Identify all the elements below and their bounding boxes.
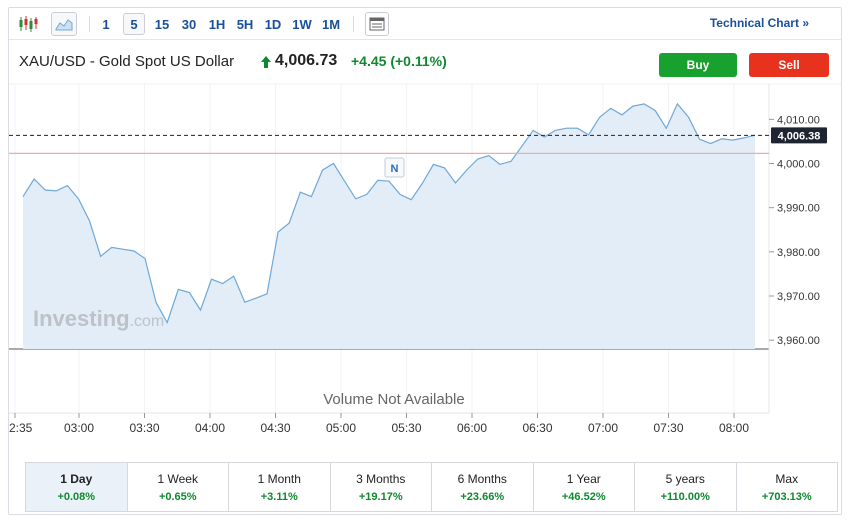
period-change: +703.13% — [761, 490, 812, 503]
chart-toolbar: 1 5 15 30 1H 5H 1D 1W 1M Technical Chart… — [9, 8, 841, 40]
x-tick-label: 05:00 — [326, 421, 356, 435]
x-tick-label: 06:30 — [522, 421, 552, 435]
period-change: +0.08% — [57, 490, 96, 503]
price-chart: 4,010.00 4,000.00 3,990.00 3,980.00 3,970.00… — [9, 83, 841, 435]
period-label: 5 years — [665, 471, 705, 486]
x-tick-label: 03:30 — [129, 421, 159, 435]
x-tick-label: 06:00 — [457, 421, 487, 435]
sell-button[interactable]: Sell — [749, 53, 829, 77]
x-axis: 2:35 03:00 03:30 04:00 04:30 05:00 05:30 06:00 0… — [9, 413, 749, 435]
x-tick-label: 04:00 — [195, 421, 225, 435]
last-price-tag: 4,006.38 — [771, 127, 827, 144]
x-tick-label: 08:00 — [719, 421, 749, 435]
toolbar-divider — [353, 16, 354, 32]
y-tick-label: 4,010.00 — [777, 114, 820, 126]
period-label: 1 Week — [157, 471, 198, 486]
x-tick-label: 04:30 — [260, 421, 290, 435]
toolbar-divider — [89, 16, 90, 32]
y-axis: 4,010.00 4,000.00 3,990.00 3,980.00 3,970.00… — [769, 114, 820, 347]
instrument-header: XAU/USD - Gold Spot US Dollar 4,006.73 +… — [9, 41, 841, 83]
y-tick-label: 3,980.00 — [777, 247, 820, 259]
period-change: +19.17% — [358, 490, 403, 503]
period-label: 1 Day — [60, 471, 93, 486]
volume-not-available: Volume Not Available — [323, 391, 464, 408]
price-change: +4.45 (+0.11%) — [351, 53, 447, 69]
instrument-title: XAU/USD - Gold Spot US Dollar — [19, 53, 235, 70]
area-chart-icon[interactable] — [51, 12, 77, 36]
table-view-icon[interactable] — [365, 12, 389, 36]
x-tick-label: 05:30 — [391, 421, 421, 435]
price-line — [22, 102, 756, 324]
x-tick-label: 03:00 — [64, 421, 94, 435]
candlestick-icon[interactable] — [17, 12, 39, 36]
interval-15[interactable]: 15 — [154, 16, 170, 32]
last-price-tag-label: 4,006.38 — [778, 130, 821, 142]
period-change: +110.00% — [660, 490, 710, 503]
price-area — [23, 103, 755, 350]
period-3-months[interactable]: 3 Months +19.17% — [330, 463, 432, 511]
technical-chart-link[interactable]: Technical Chart » — [709, 16, 809, 30]
period-label: Max — [775, 471, 799, 486]
y-tick-label: 3,960.00 — [777, 335, 820, 347]
period-label: 1 Month — [257, 471, 301, 486]
interval-1h[interactable]: 1H — [208, 16, 226, 32]
period-label: 3 Months — [356, 471, 406, 486]
investing-watermark: Investing.com — [33, 306, 164, 331]
y-tick-label: 3,970.00 — [777, 291, 820, 303]
period-label: 6 Months — [457, 471, 507, 486]
period-change: +46.52% — [561, 490, 606, 503]
x-tick-label: 07:00 — [588, 421, 618, 435]
double-chevron-right-icon: » — [802, 16, 809, 30]
interval-5[interactable]: 5 — [123, 13, 145, 35]
news-marker[interactable]: N — [384, 157, 405, 178]
buy-button[interactable]: Buy — [659, 53, 737, 77]
period-5-years[interactable]: 5 years +110.00% — [635, 463, 737, 511]
last-price: 4,006.73 — [275, 52, 338, 69]
news-marker-label: N — [391, 163, 399, 175]
interval-1d[interactable]: 1D — [264, 16, 282, 32]
interval-1[interactable]: 1 — [102, 16, 110, 32]
period-1-week[interactable]: 1 Week +0.65% — [127, 463, 229, 511]
interval-5h[interactable]: 5H — [236, 16, 254, 32]
period-max[interactable]: Max +703.13% — [736, 463, 837, 511]
period-label: 1 Year — [566, 471, 601, 486]
y-tick-label: 4,000.00 — [777, 159, 820, 171]
interval-1w[interactable]: 1W — [292, 16, 312, 32]
period-change: +3.11% — [260, 490, 298, 503]
arrow-up-icon — [261, 55, 271, 73]
watermark-suffix: .com — [130, 313, 165, 330]
y-tick-label: 3,990.00 — [777, 203, 820, 215]
chart-widget: 1 5 15 30 1H 5H 1D 1W 1M Technical Chart… — [8, 7, 842, 515]
interval-1m[interactable]: 1M — [321, 16, 341, 32]
x-tick-label: 2:35 — [9, 421, 33, 435]
period-1-day[interactable]: 1 Day +0.08% — [26, 463, 128, 511]
period-change: +0.65% — [158, 490, 197, 503]
period-6-months[interactable]: 6 Months +23.66% — [432, 463, 534, 511]
svg-text:Investing.com: Investing.com — [33, 306, 164, 331]
period-1-year[interactable]: 1 Year +46.52% — [533, 463, 635, 511]
period-change: +23.66% — [460, 490, 505, 503]
interval-30[interactable]: 30 — [181, 16, 197, 32]
period-selector: 1 Day +0.08% 1 Week +0.65% 1 Month +3.11% 3… — [25, 462, 838, 512]
watermark-brand: Investing — [33, 306, 130, 331]
period-1-month[interactable]: 1 Month +3.11% — [229, 463, 331, 511]
x-tick-label: 07:30 — [653, 421, 683, 435]
